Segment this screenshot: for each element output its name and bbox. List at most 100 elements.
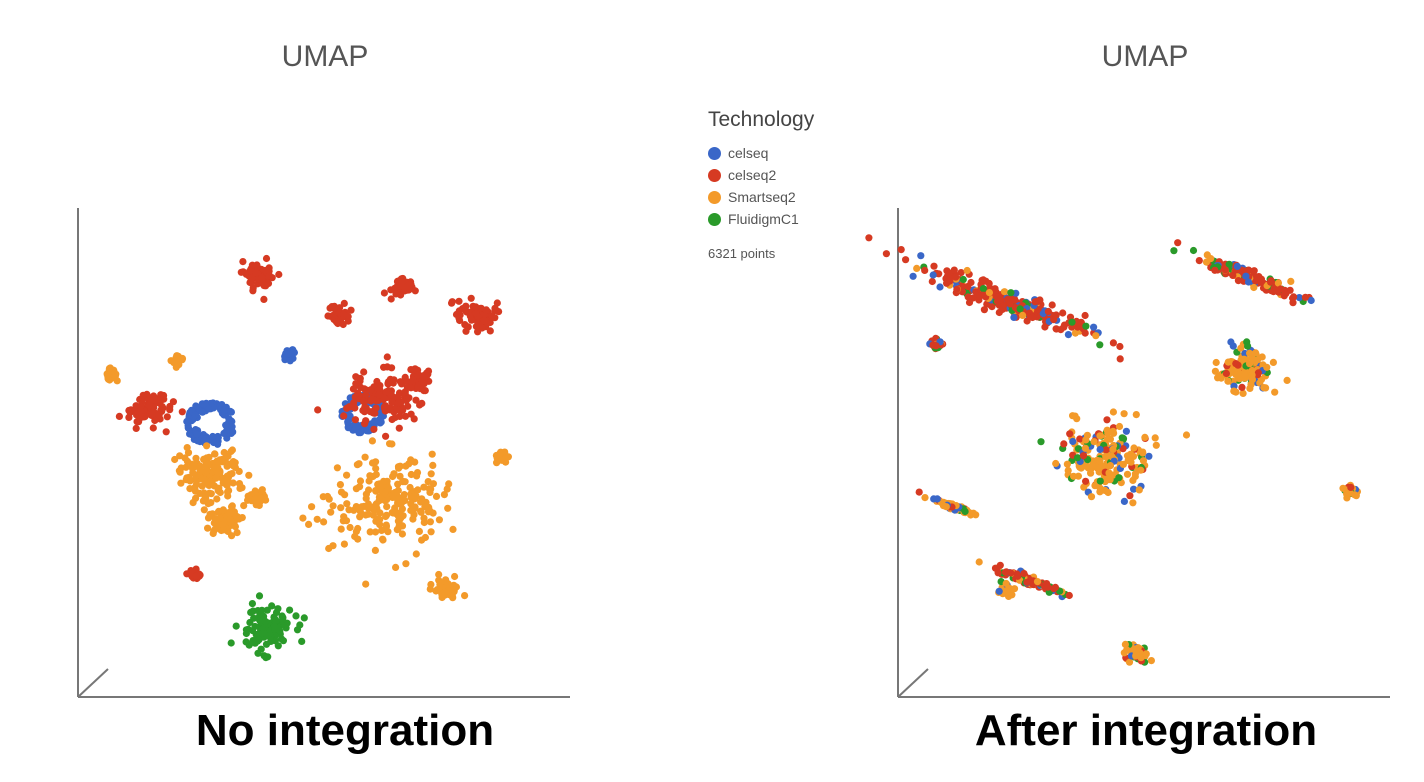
point-celseq2 — [137, 414, 145, 422]
point-celseq — [205, 405, 213, 413]
point-Smartseq2 — [202, 494, 210, 502]
point-Smartseq2 — [341, 491, 349, 499]
point-celseq2 — [362, 391, 370, 399]
point-celseq2 — [410, 366, 418, 374]
point-Smartseq2 — [324, 492, 332, 501]
point-celseq2 — [411, 287, 419, 295]
legend-item-fluidigmc1[interactable]: FluidigmC1 — [708, 208, 868, 230]
point-Smartseq2 — [1109, 471, 1117, 479]
point-celseq2 — [1051, 583, 1059, 592]
point-Smartseq2 — [339, 517, 347, 525]
point-celseq2 — [370, 407, 378, 415]
point-celseq2 — [462, 327, 470, 335]
point-Smartseq2 — [371, 528, 380, 536]
point-Smartseq2 — [1099, 463, 1107, 471]
point-celseq — [192, 402, 200, 410]
point-celseq2 — [382, 388, 390, 396]
point-Smartseq2 — [1088, 461, 1096, 470]
point-Smartseq2 — [390, 470, 398, 478]
point-celseq2 — [983, 300, 991, 308]
point-celseq2 — [340, 299, 348, 307]
point-Smartseq2 — [394, 463, 403, 471]
point-celseq2 — [1238, 383, 1246, 391]
point-celseq2 — [1229, 271, 1237, 279]
point-celseq2 — [137, 403, 145, 411]
point-celseq — [220, 429, 228, 437]
point-Smartseq2 — [308, 503, 316, 511]
point-celseq2 — [352, 373, 360, 381]
point-celseq2 — [491, 306, 499, 315]
point-celseq — [285, 350, 293, 358]
point-FluidigmC1 — [1082, 322, 1090, 330]
point-Smartseq2 — [432, 492, 441, 500]
point-Smartseq2 — [1269, 358, 1277, 366]
point-celseq — [1233, 262, 1241, 270]
point-Smartseq2 — [415, 527, 423, 536]
point-Smartseq2 — [504, 453, 512, 461]
point-Smartseq2 — [372, 458, 380, 466]
point-celseq2 — [915, 488, 923, 496]
point-Smartseq2 — [1005, 592, 1013, 601]
point-celseq2 — [1059, 309, 1067, 317]
point-Smartseq2 — [382, 521, 390, 529]
point-Smartseq2 — [451, 572, 459, 581]
point-celseq2 — [1347, 483, 1355, 491]
point-celseq2 — [252, 269, 260, 277]
legend-label-fluidigmc1: FluidigmC1 — [728, 211, 799, 227]
point-celseq2 — [897, 246, 905, 254]
point-Smartseq2 — [444, 504, 452, 512]
legend-item-celseq2[interactable]: celseq2 — [708, 164, 868, 186]
point-celseq2 — [1020, 570, 1028, 578]
point-Smartseq2 — [240, 502, 248, 510]
point-Smartseq2 — [223, 462, 231, 470]
point-FluidigmC1 — [292, 612, 300, 620]
point-Smartseq2 — [1224, 377, 1232, 385]
point-celseq — [1130, 485, 1138, 493]
point-Smartseq2 — [435, 516, 443, 524]
point-celseq2 — [394, 399, 403, 407]
point-celseq2 — [258, 274, 266, 282]
point-FluidigmC1 — [1189, 246, 1198, 255]
point-Smartseq2 — [200, 506, 208, 514]
point-Smartseq2 — [1139, 449, 1147, 457]
point-celseq — [1145, 452, 1153, 460]
point-FluidigmC1 — [258, 629, 266, 637]
point-Smartseq2 — [1257, 375, 1266, 384]
point-celseq2 — [376, 385, 384, 393]
legend-label-celseq: celseq — [728, 145, 769, 161]
point-Smartseq2 — [213, 495, 221, 503]
point-Smartseq2 — [211, 450, 219, 458]
point-FluidigmC1 — [279, 637, 287, 645]
point-celseq2 — [1222, 369, 1230, 378]
point-Smartseq2 — [378, 526, 386, 535]
point-count: 6321 points — [708, 246, 776, 261]
legend-item-smartseq2[interactable]: Smartseq2 — [708, 186, 868, 208]
point-Smartseq2 — [226, 510, 234, 518]
legend-item-celseq[interactable]: celseq — [708, 142, 868, 164]
point-Smartseq2 — [224, 492, 232, 500]
point-celseq2 — [375, 391, 383, 399]
point-celseq2 — [351, 416, 359, 424]
point-celseq2 — [1048, 301, 1056, 309]
point-celseq2 — [392, 290, 400, 298]
point-celseq2 — [405, 394, 413, 402]
point-Smartseq2 — [939, 502, 948, 510]
point-Smartseq2 — [1052, 459, 1060, 468]
point-FluidigmC1 — [979, 285, 988, 293]
point-Smartseq2 — [177, 479, 185, 487]
point-celseq — [344, 424, 352, 432]
axes-right — [897, 208, 1390, 698]
point-FluidigmC1 — [286, 606, 294, 614]
point-Smartseq2 — [192, 454, 200, 462]
point-celseq2 — [362, 386, 370, 394]
point-Smartseq2 — [336, 481, 344, 489]
point-Smartseq2 — [370, 502, 379, 510]
point-Smartseq2 — [1250, 283, 1258, 292]
point-celseq2 — [1240, 267, 1248, 275]
point-celseq2 — [965, 298, 974, 307]
point-Smartseq2 — [1127, 450, 1135, 458]
point-celseq2 — [401, 373, 409, 381]
point-Smartseq2 — [356, 513, 364, 521]
point-celseq2 — [328, 303, 336, 311]
point-Smartseq2 — [1139, 457, 1147, 465]
